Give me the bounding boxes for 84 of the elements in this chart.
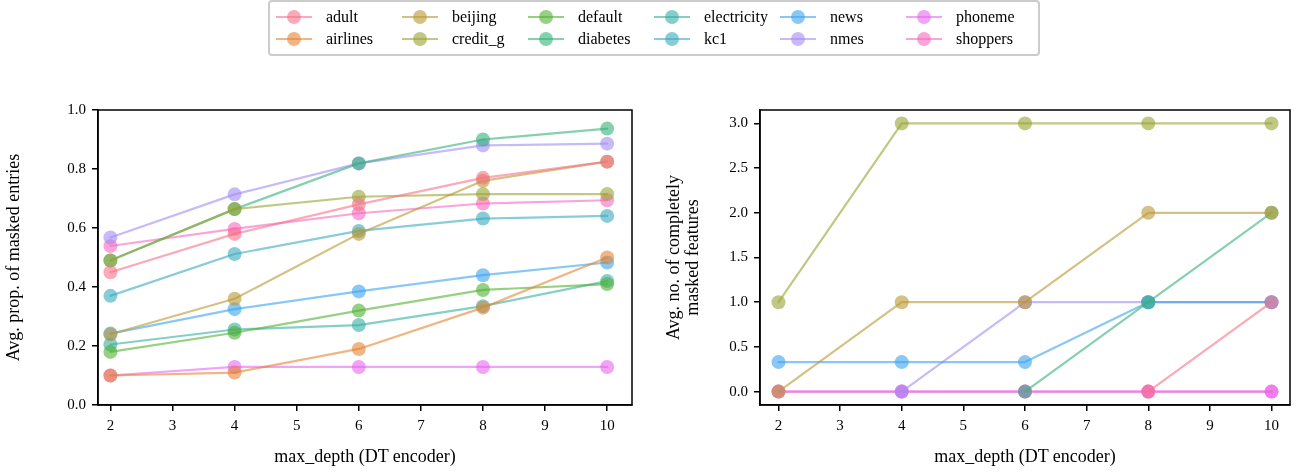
y-tick-label: 0.2 [67,336,86,353]
point [475,359,490,374]
legend-label: adult [326,8,358,26]
point [1018,116,1032,131]
legend-label: shoppers [956,30,1013,48]
point [1264,116,1279,131]
x-axis-title: max_depth (DT encoder) [274,445,456,467]
x-tick-label: 5 [292,416,301,433]
point [227,226,242,241]
y-tick-label: 3.0 [729,114,748,131]
point [103,288,118,303]
point [351,303,366,318]
y-tick-label: 0.0 [729,382,748,399]
point [351,284,366,299]
point [475,268,490,283]
point [1141,205,1156,220]
legend-label: nmes [830,30,864,48]
x-tick-label: 3 [836,416,844,433]
y-tick-label: 1.5 [729,248,748,265]
y-tick-label: 1.0 [67,100,86,117]
point [600,208,615,223]
x-tick-label: 2 [774,416,783,433]
y-tick-label: 0.6 [67,218,87,235]
x-tick-label: 9 [541,416,549,433]
y-tick-label: 1.0 [729,293,748,310]
x-tick-label: 6 [355,416,364,433]
point [600,121,615,136]
point [600,359,615,374]
y-tick-label: 0.5 [729,337,748,354]
point [894,355,909,370]
x-axis-title: max_depth (DT encoder) [934,445,1116,467]
point [351,197,366,212]
x-tick-label: 2 [106,416,115,433]
point [475,211,490,226]
y-tick-label: 0.0 [67,395,86,412]
point [475,187,490,202]
x-tick-label: 8 [479,416,487,433]
x-tick-label: 7 [417,416,426,433]
y-tick-label: 2.5 [729,159,748,176]
point [600,187,615,202]
x-tick-label: 4 [230,416,239,433]
x-tick-label: 5 [959,416,968,433]
point [103,344,118,359]
point [227,187,242,202]
legend-label: beijing [452,8,497,26]
legend-label: diabetes [578,30,631,48]
y-axis-title: Avg. prop. of masked entries [2,153,23,362]
x-tick-label: 7 [1082,416,1091,433]
x-tick-label: 4 [897,416,906,433]
x-tick-label: 9 [1206,416,1214,433]
point [227,246,242,261]
x-tick-label: 3 [168,416,177,433]
point [351,359,366,374]
x-tick-label: 6 [1021,416,1030,433]
legend-label: phoneme [956,8,1015,26]
point [103,230,118,245]
y-tick-label: 2.0 [729,203,748,220]
point [894,295,909,310]
y-tick-label: 0.4 [67,277,87,294]
legend-label: news [830,8,863,26]
point [475,132,490,147]
point [103,265,118,280]
point [1018,355,1032,370]
point [771,295,786,310]
legend-label: default [578,8,623,26]
point [771,355,786,370]
point [600,136,615,151]
y-tick-label: 0.8 [67,159,86,176]
point [600,250,615,265]
x-tick-label: 8 [1144,416,1153,433]
legend-label: credit_g [452,30,505,48]
point [227,365,242,380]
point [227,291,242,306]
point [351,341,366,356]
legend-label: airlines [326,30,374,48]
x-tick-label: 10 [1264,416,1280,433]
point [1141,116,1156,131]
y-axis-title: Avg. no. of completely masked features [662,174,703,341]
legend-label: electricity [704,8,768,26]
point [475,282,490,297]
point [351,318,366,333]
point [894,116,909,131]
x-tick-label: 10 [599,416,615,433]
legend-label: kc1 [704,30,728,48]
